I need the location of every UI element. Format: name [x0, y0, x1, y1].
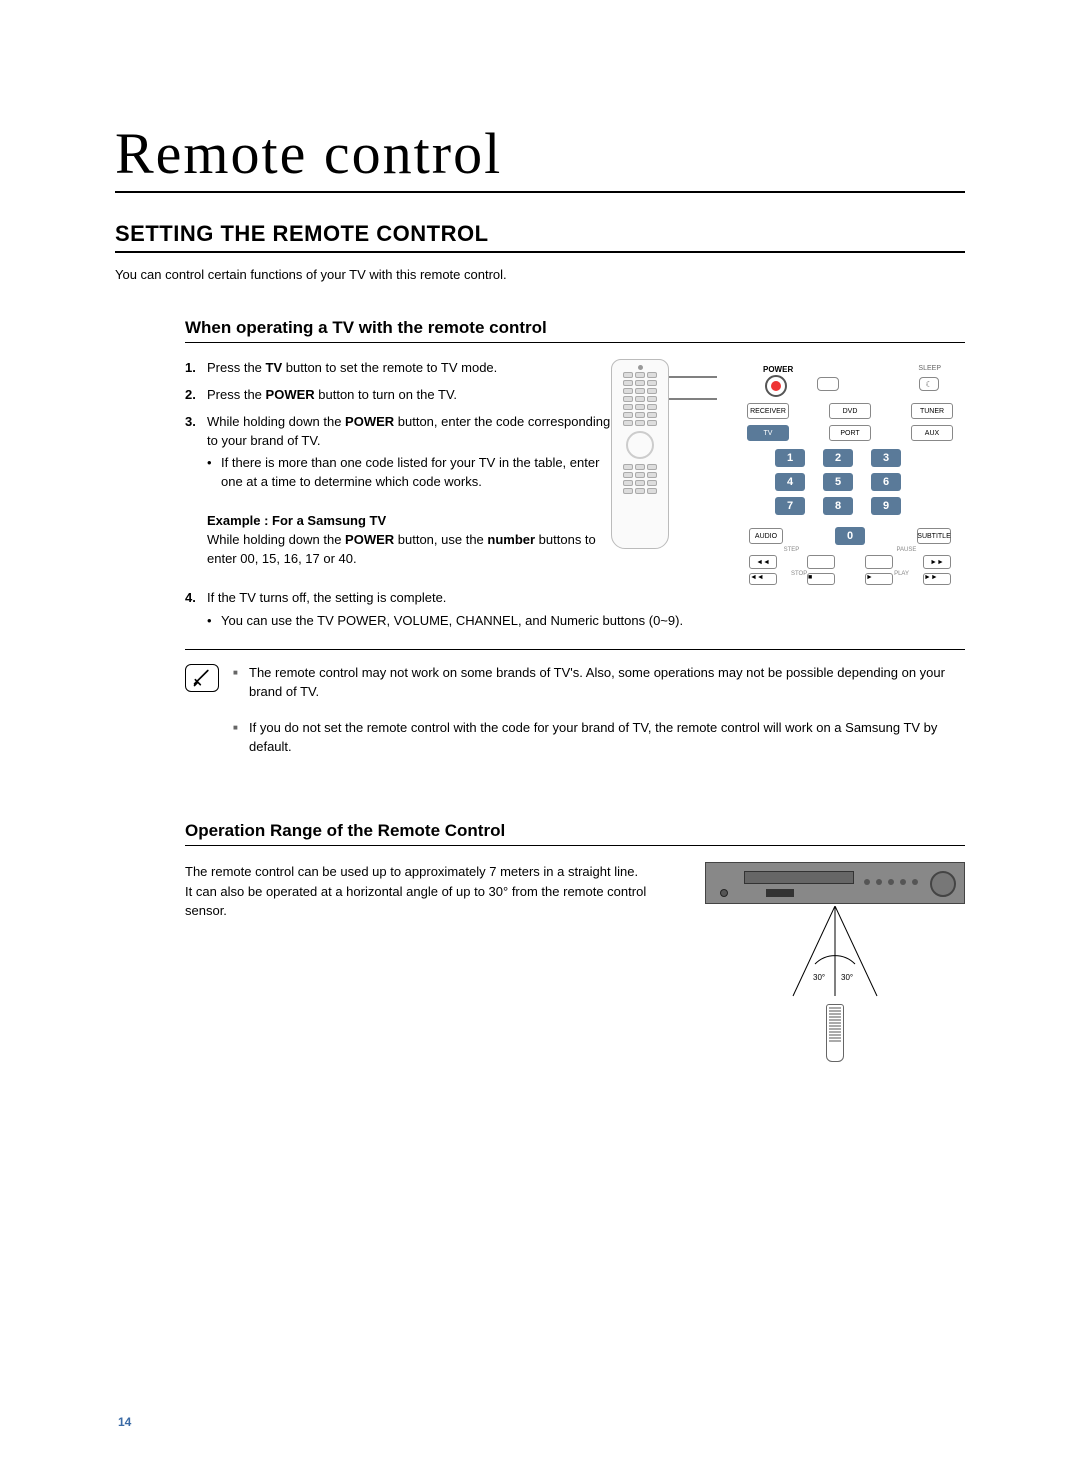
step-1-text-post: button to set the remote to TV mode.: [282, 360, 497, 375]
tuner-button-icon: TUNER: [911, 403, 953, 419]
step-3-num: 3.: [185, 413, 196, 432]
num-3-icon: 3: [871, 449, 901, 467]
steps-list-cont: 4. If the TV turns off, the setting is c…: [185, 589, 965, 631]
step-1-num: 1.: [185, 359, 196, 378]
receiver-button-icon: RECEIVER: [747, 403, 789, 419]
example-title: Example : For a Samsung TV: [207, 512, 611, 531]
example-pre: While holding down the: [207, 532, 345, 547]
sleep-label: SLEEP: [918, 365, 941, 372]
subsection-heading-operating: When operating a TV with the remote cont…: [185, 318, 965, 343]
example-block: Example : For a Samsung TV While holding…: [207, 512, 611, 569]
range-text: The remote control can be used up to app…: [185, 862, 687, 921]
remote-small-icon: [611, 359, 669, 549]
example-bold2: number: [487, 532, 535, 547]
mini-remote-icon: [826, 1004, 844, 1062]
sleep-button-icon: ☾: [919, 377, 939, 391]
step-4-num: 4.: [185, 589, 196, 608]
num-6-icon: 6: [871, 473, 901, 491]
subtitle-button-icon: SUBTITLE: [917, 528, 951, 544]
angle-left-label: 30°: [813, 973, 825, 982]
pause-button-icon: [865, 555, 893, 569]
step-label: STEP: [784, 547, 800, 553]
note-2: If you do not set the remote control wit…: [233, 719, 965, 757]
step-2-text-pre: Press the: [207, 387, 266, 402]
step-1-bold: TV: [266, 360, 283, 375]
power-button-icon: [765, 375, 787, 397]
angle-diagram-icon: 30° 30°: [775, 906, 895, 1002]
example-mid: button, use the: [394, 532, 487, 547]
pause-label: PAUSE: [896, 547, 916, 553]
note-1: The remote control may not work on some …: [233, 664, 965, 702]
notes-list: The remote control may not work on some …: [233, 664, 965, 775]
page-number: 14: [118, 1415, 131, 1429]
rew-icon: ◄◄: [749, 573, 777, 585]
step-4-text: If the TV turns off, the setting is comp…: [207, 590, 446, 605]
callout-line-icon: [669, 365, 717, 405]
step-2: 2. Press the POWER button to turn on the…: [185, 386, 611, 405]
step-3-bold: POWER: [345, 414, 394, 429]
range-text-2: It can also be operated at a horizontal …: [185, 884, 646, 919]
num-2-icon: 2: [823, 449, 853, 467]
note-icon: [185, 664, 219, 692]
subsection-heading-range: Operation Range of the Remote Control: [185, 821, 965, 846]
power-label: POWER: [763, 365, 793, 374]
skip-fwd-icon: ►►: [923, 555, 951, 569]
num-1-icon: 1: [775, 449, 805, 467]
step-3-text-pre: While holding down the: [207, 414, 345, 429]
angle-right-label: 30°: [841, 973, 853, 982]
blank-button-icon: [817, 377, 839, 391]
intro-text: You can control certain functions of you…: [115, 267, 965, 282]
receiver-figure: 30° 30°: [705, 862, 965, 1062]
port-button-icon: PORT: [829, 425, 871, 441]
range-text-1: The remote control can be used up to app…: [185, 864, 638, 879]
num-4-icon: 4: [775, 473, 805, 491]
step-2-bold: POWER: [266, 387, 315, 402]
example-bold1: POWER: [345, 532, 394, 547]
num-7-icon: 7: [775, 497, 805, 515]
step-3: 3. While holding down the POWER button, …: [185, 413, 611, 492]
play-icon: ►: [865, 573, 893, 585]
receiver-box-icon: [705, 862, 965, 904]
num-8-icon: 8: [823, 497, 853, 515]
step-4-bullet: You can use the TV POWER, VOLUME, CHANNE…: [207, 612, 965, 631]
skip-back-icon: ◄◄: [749, 555, 777, 569]
steps-list: 1. Press the TV button to set the remote…: [185, 359, 611, 492]
ff-icon: ►►: [923, 573, 951, 585]
page-title: Remote control: [115, 120, 965, 193]
aux-button-icon: AUX: [911, 425, 953, 441]
step-1: 1. Press the TV button to set the remote…: [185, 359, 611, 378]
step-2-num: 2.: [185, 386, 196, 405]
dvd-button-icon: DVD: [829, 403, 871, 419]
step-4: 4. If the TV turns off, the setting is c…: [185, 589, 965, 631]
num-5-icon: 5: [823, 473, 853, 491]
step-2-text-post: button to turn on the TV.: [315, 387, 457, 402]
num-9-icon: 9: [871, 497, 901, 515]
example-line: While holding down the POWER button, use…: [207, 531, 611, 569]
step-1-text-pre: Press the: [207, 360, 266, 375]
step-button-icon: [807, 555, 835, 569]
audio-button-icon: AUDIO: [749, 528, 783, 544]
step-3-bullet: If there is more than one code listed fo…: [207, 454, 611, 492]
num-0-icon: 0: [835, 527, 865, 545]
stop-icon: ■: [807, 573, 835, 585]
section-heading-setting: SETTING THE REMOTE CONTROL: [115, 221, 965, 253]
remote-large-figure: POWER SLEEP ☾ RECEIVER DVD TUNER TV PORT…: [735, 359, 965, 589]
tv-button-icon: TV: [747, 425, 789, 441]
remote-small-figure: POWER SLEEP ☾ RECEIVER DVD TUNER TV PORT…: [611, 359, 965, 589]
